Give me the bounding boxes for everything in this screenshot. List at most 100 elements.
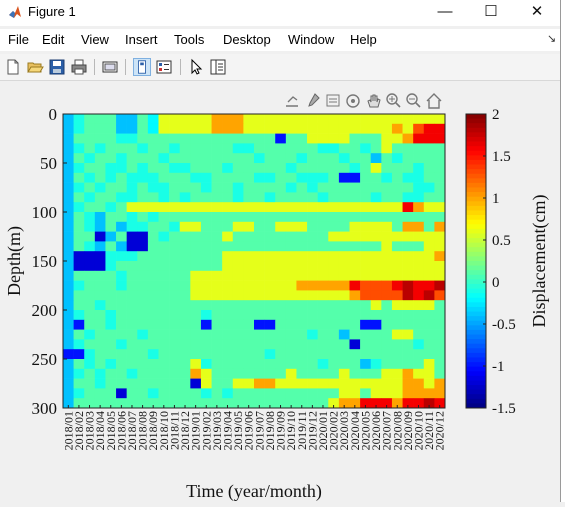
heatmap-cell bbox=[105, 349, 117, 360]
open-file-icon[interactable] bbox=[26, 58, 44, 76]
close-button[interactable]: ✕ bbox=[514, 0, 560, 26]
heatmap-cell bbox=[360, 123, 372, 134]
heatmap-cell bbox=[328, 280, 340, 291]
heatmap-cell bbox=[232, 212, 244, 223]
heatmap-cell bbox=[63, 251, 74, 262]
heatmap-cell bbox=[328, 133, 340, 144]
heatmap-cell bbox=[137, 329, 149, 340]
heatmap-cell bbox=[254, 114, 265, 125]
heatmap-cell bbox=[63, 280, 74, 291]
export-icon[interactable] bbox=[286, 96, 298, 107]
heatmap-cell bbox=[285, 114, 297, 125]
heatmap-cell bbox=[116, 163, 127, 174]
heatmap-cell bbox=[381, 261, 393, 272]
menu-file[interactable]: File bbox=[8, 32, 29, 47]
zoom-in-icon[interactable] bbox=[386, 93, 401, 108]
heatmap-cell bbox=[296, 359, 308, 370]
plot-tools-on-icon[interactable] bbox=[133, 58, 151, 76]
heatmap-cell bbox=[264, 300, 276, 311]
heatmap-cell bbox=[232, 192, 244, 203]
heatmap-cell bbox=[147, 310, 159, 321]
heatmap-cell bbox=[126, 378, 138, 389]
menu-desktop[interactable]: Desktop bbox=[223, 32, 271, 47]
menu-edit[interactable]: Edit bbox=[42, 32, 65, 47]
heatmap-cell bbox=[190, 290, 202, 301]
pointer-icon[interactable] bbox=[187, 58, 205, 76]
brush-icon[interactable] bbox=[308, 93, 320, 107]
heatmap-cell bbox=[126, 300, 138, 311]
maximize-button[interactable]: ☐ bbox=[468, 0, 514, 26]
heatmap-cell bbox=[94, 329, 106, 340]
heatmap-cell bbox=[296, 212, 308, 223]
heatmap-cell bbox=[423, 349, 435, 360]
heatmap-cell bbox=[243, 114, 255, 125]
heatmap-cell bbox=[423, 221, 435, 232]
heatmap-cell bbox=[402, 310, 414, 321]
heatmap-cell bbox=[434, 153, 446, 164]
heatmap-cell bbox=[211, 310, 223, 321]
heatmap-cell bbox=[381, 114, 393, 125]
print-icon[interactable] bbox=[70, 58, 88, 76]
heatmap-cell bbox=[296, 202, 308, 213]
heatmap-cell bbox=[381, 123, 393, 134]
menu-window[interactable]: Window bbox=[288, 32, 335, 47]
heatmap-cell bbox=[222, 143, 234, 154]
heatmap-cell bbox=[179, 398, 191, 409]
heatmap-cell bbox=[105, 251, 117, 262]
minimize-button[interactable]: — bbox=[422, 0, 468, 26]
heatmap-cell bbox=[402, 123, 414, 134]
heatmap-cell bbox=[317, 212, 329, 223]
heatmap-cell bbox=[317, 123, 329, 134]
heatmap-cell bbox=[296, 388, 308, 399]
heatmap-cell bbox=[105, 290, 117, 301]
heatmap-cell bbox=[63, 398, 74, 409]
heatmap-cell bbox=[434, 290, 446, 301]
toolbar-separator bbox=[125, 59, 126, 75]
heatmap-cell bbox=[211, 329, 223, 340]
heatmap-cell bbox=[243, 300, 255, 311]
heatmap-cell bbox=[370, 359, 382, 370]
colorbar-swatch bbox=[466, 215, 486, 221]
heatmap-cell bbox=[307, 251, 318, 262]
zoom-out-icon[interactable] bbox=[406, 93, 421, 108]
pan-icon[interactable] bbox=[367, 94, 381, 108]
heatmap-cell bbox=[307, 261, 318, 272]
heatmap-cell bbox=[73, 378, 85, 389]
heatmap-cell bbox=[349, 231, 361, 242]
plot-tools-off-icon[interactable] bbox=[155, 58, 173, 76]
heatmap-cell bbox=[434, 202, 446, 213]
heatmap-cell bbox=[126, 133, 138, 144]
link-plot-icon[interactable] bbox=[101, 58, 119, 76]
heatmap-cell bbox=[94, 114, 106, 125]
heatmap-cell bbox=[73, 339, 85, 350]
data-tips-icon[interactable] bbox=[326, 94, 340, 107]
heatmap-cell bbox=[370, 192, 382, 203]
menu-insert[interactable]: Insert bbox=[125, 32, 158, 47]
heatmap-cell bbox=[63, 202, 74, 213]
menu-view[interactable]: View bbox=[81, 32, 109, 47]
heatmap-cell bbox=[275, 231, 287, 242]
menu-help[interactable]: Help bbox=[350, 32, 377, 47]
heatmap-cell bbox=[285, 300, 297, 311]
heatmap-cell bbox=[254, 300, 265, 311]
heatmap-cell bbox=[243, 133, 255, 144]
property-inspector-icon[interactable] bbox=[209, 58, 227, 76]
menu-tools[interactable]: Tools bbox=[174, 32, 205, 47]
save-icon[interactable] bbox=[48, 58, 66, 76]
heatmap-cell bbox=[84, 310, 96, 321]
colorbar-swatch bbox=[466, 311, 486, 317]
heatmap-cell bbox=[137, 339, 149, 350]
new-figure-icon[interactable] bbox=[4, 58, 22, 76]
heatmap-cell bbox=[317, 172, 329, 183]
rotate-3d-icon[interactable] bbox=[346, 94, 360, 108]
home-icon[interactable] bbox=[426, 93, 442, 109]
heatmap-cell bbox=[211, 290, 223, 301]
heatmap-cell bbox=[158, 270, 170, 281]
heatmap-cell bbox=[158, 221, 170, 232]
heatmap-cell bbox=[158, 182, 170, 193]
dock-arrow-icon[interactable]: ↘ bbox=[547, 33, 557, 45]
heatmap-cell bbox=[116, 192, 127, 203]
heatmap-cell bbox=[190, 241, 202, 252]
heatmap-cell bbox=[423, 280, 435, 291]
heatmap-cell bbox=[211, 172, 223, 183]
